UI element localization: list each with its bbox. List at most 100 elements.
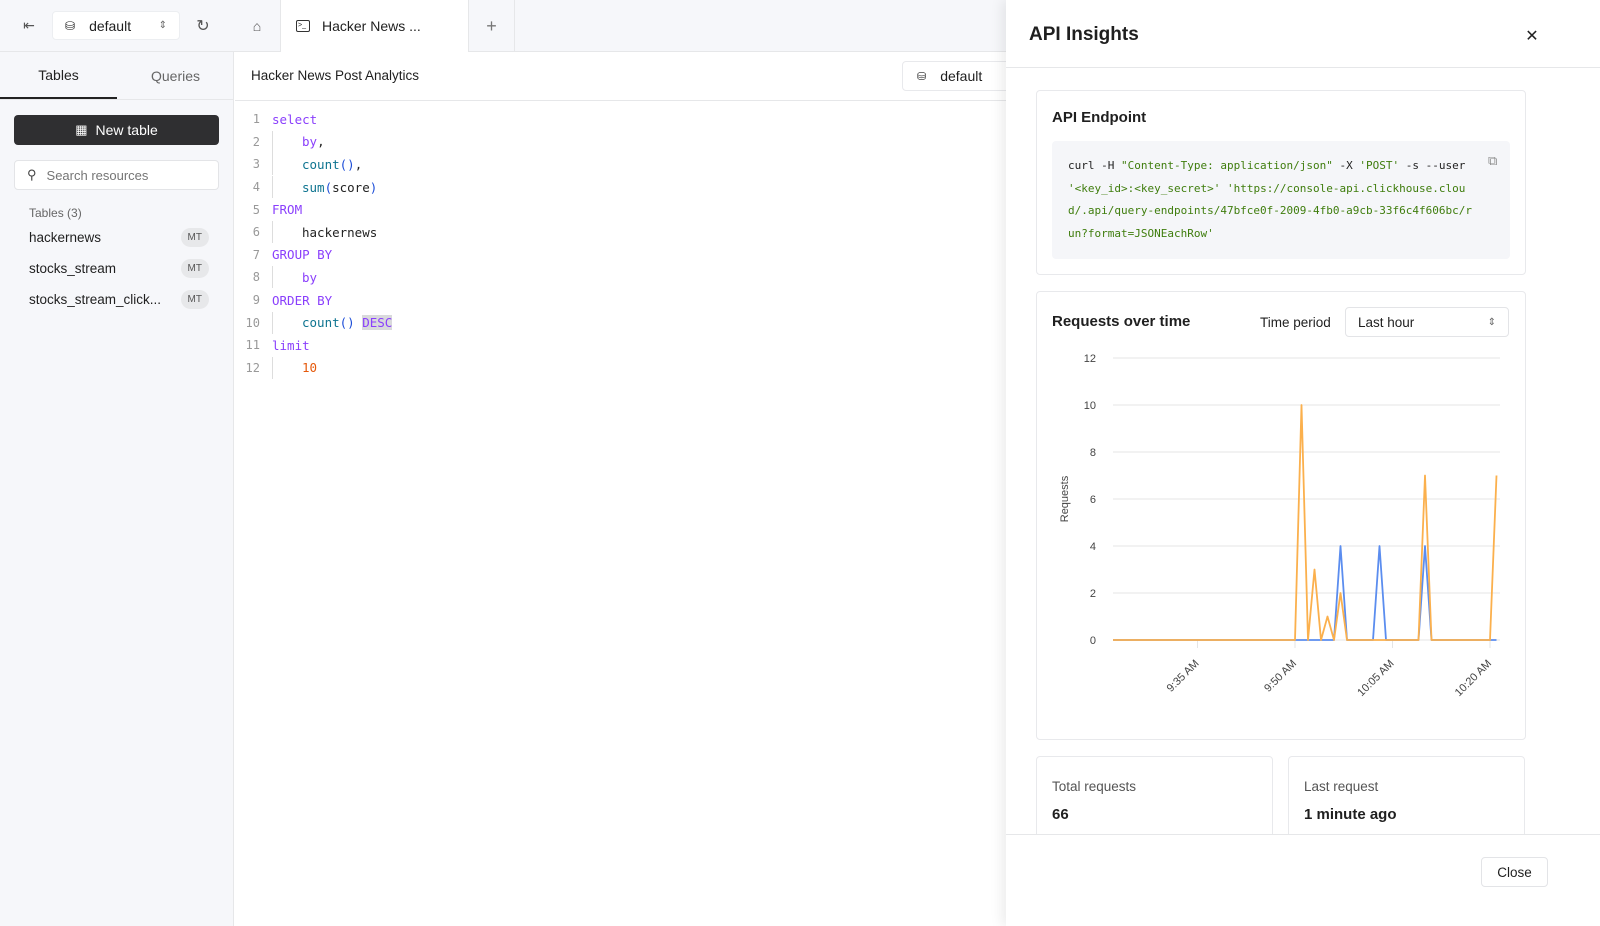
code-line: 6 hackernews (240, 221, 392, 244)
x-tick-label: 10:20 AM (1453, 658, 1494, 699)
table-item[interactable]: hackernews MT (29, 228, 209, 247)
code-token: score (332, 179, 370, 195)
curl-token (1220, 182, 1227, 195)
y-tick-label: 0 (1090, 635, 1096, 647)
y-tick-label: 8 (1090, 447, 1096, 459)
x-tick-label: 10:05 AM (1355, 658, 1396, 699)
line-number: 12 (245, 360, 260, 375)
divider (0, 99, 234, 100)
table-name: stocks_stream (29, 261, 117, 276)
code-editor[interactable]: 1 select 2 by, 3 count(), 4 sum(score) 5 FROM 6 hac… (240, 108, 393, 380)
line-number: 10 (245, 315, 260, 330)
code-line: 10 count() DESC (240, 311, 393, 334)
panel-footer (1006, 834, 1600, 926)
sidebar (0, 0, 234, 926)
total-requests-value: 66 (1052, 806, 1069, 823)
code-token: DESC (362, 315, 393, 331)
code-line: 1 select (240, 108, 392, 131)
code-token: () (339, 156, 355, 172)
editor-database-select[interactable]: ⛁ default (902, 61, 1012, 91)
time-period-label: Time period (1260, 315, 1331, 330)
curl-token: "Content-Type: application/json" (1120, 159, 1333, 172)
code-line: 8 by (240, 266, 392, 289)
tables-heading: Tables (3) (29, 206, 82, 220)
code-token: ( (324, 179, 333, 195)
panel-title: API Insights (1029, 24, 1139, 45)
engine-badge: MT (180, 228, 209, 247)
last-request-value: 1 minute ago (1304, 806, 1397, 823)
line-number: 1 (252, 112, 260, 127)
code-line: 2 by, (240, 130, 392, 154)
code-token: select (272, 111, 318, 127)
close-button[interactable]: Close (1481, 857, 1548, 887)
code-token: 10 (302, 360, 318, 376)
close-icon[interactable]: ✕ (1525, 28, 1539, 45)
code-token: () (339, 315, 355, 331)
table-item[interactable]: stocks_stream MT (29, 259, 209, 278)
home-icon: ⌂ (252, 18, 262, 34)
time-period-select[interactable]: Last hour ⇕ (1345, 307, 1509, 337)
tab-tables[interactable]: Tables (0, 53, 117, 99)
copy-icon[interactable]: ⧉ (1488, 153, 1498, 168)
tab-queries[interactable]: Queries (150, 68, 201, 84)
database-select[interactable]: ⛁ default ⇕ (52, 11, 180, 40)
code-line: 11 limit (240, 334, 392, 357)
query-title[interactable]: Hacker News Post Analytics (251, 68, 420, 83)
indent-guide (272, 176, 273, 199)
code-line: 4 sum(score) (240, 176, 392, 199)
curl-token: 'https://console-api.clickhouse.cloud/.a… (1068, 181, 1472, 240)
line-number: 6 (252, 225, 260, 240)
code-token: limit (272, 337, 310, 353)
refresh-icon[interactable]: ↻ (196, 17, 210, 35)
y-tick-label: 2 (1090, 588, 1096, 600)
time-period-value: Last hour (1358, 314, 1415, 330)
code-token: count (302, 315, 340, 331)
series-line-1 (1113, 404, 1498, 641)
total-requests-label: Total requests (1052, 779, 1137, 794)
y-tick-label: 4 (1090, 541, 1096, 553)
table-icon: ▦ (75, 122, 88, 137)
engine-badge: MT (180, 259, 209, 278)
database-icon: ⛁ (917, 70, 927, 83)
curl-token: '<key_id>:<key_secret>' (1068, 181, 1221, 195)
table-name: stocks_stream_click... (29, 292, 162, 307)
curl-token: curl -H (1068, 159, 1121, 172)
requests-chart: 0 2 4 6 8 10 12 9:35 AM 9:50 AM 10:05 AM 10:20 AM R… (1059, 353, 1500, 699)
code-token: GROUP BY (272, 247, 333, 263)
indent-guide (272, 153, 273, 176)
new-table-label: New table (95, 122, 158, 138)
requests-chart-card (1036, 291, 1526, 740)
engine-badge: MT (180, 290, 209, 309)
search-input[interactable] (46, 167, 197, 183)
line-number: 7 (252, 247, 260, 262)
table-item[interactable]: stocks_stream_click... MT (29, 290, 209, 309)
indent-guide (272, 266, 273, 289)
line-number: 9 (252, 293, 260, 308)
code-token: ORDER BY (272, 292, 333, 308)
last-request-label: Last request (1304, 779, 1379, 794)
curl-token: 'POST' (1359, 159, 1400, 172)
chevron-updown-icon: ⇕ (1487, 316, 1496, 328)
divider (1006, 67, 1600, 68)
add-tab-button[interactable]: + (469, 0, 515, 52)
indent-guide (272, 311, 273, 334)
code-line: 12 10 (240, 356, 392, 380)
chart-heading: Requests over time (1052, 313, 1191, 330)
query-tab[interactable]: >_ Hacker News ... (281, 0, 469, 52)
home-tab[interactable]: ⌂ (234, 0, 281, 52)
code-line: 5 FROM (240, 198, 392, 221)
search-resources[interactable]: ⚲ (14, 160, 219, 190)
y-tick-label: 10 (1084, 400, 1096, 412)
code-token (355, 315, 363, 330)
plus-icon: + (486, 15, 497, 36)
line-number: 8 (252, 270, 260, 285)
database-icon: ⛁ (65, 18, 76, 33)
table-name: hackernews (29, 230, 102, 245)
new-table-button[interactable]: ▦ New table (14, 115, 219, 145)
indent-guide (272, 221, 273, 244)
collapse-sidebar-icon[interactable]: ⇤ (23, 17, 35, 33)
code-line: 9 ORDER BY (240, 289, 392, 312)
code-token: by (302, 269, 318, 285)
indent-guide (272, 356, 273, 379)
code-token: sum (302, 179, 325, 195)
